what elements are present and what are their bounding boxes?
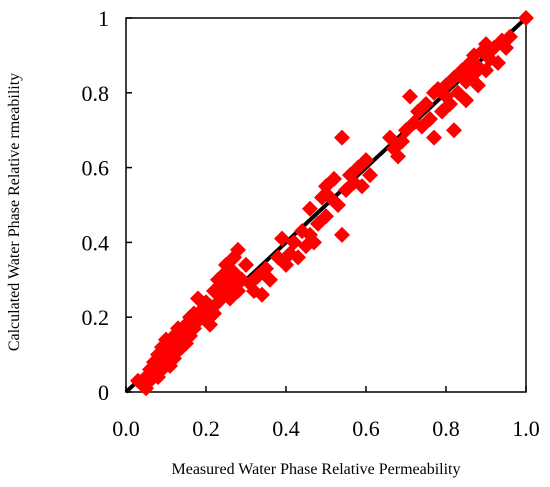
- y-tick-label: 1: [98, 6, 109, 31]
- data-point: [230, 241, 246, 258]
- data-point: [490, 54, 506, 71]
- data-point: [306, 234, 322, 251]
- data-point: [358, 152, 374, 169]
- data-point: [442, 96, 458, 113]
- x-axis-title: Measured Water Phase Relative Permeabili…: [172, 461, 461, 478]
- data-point: [326, 170, 342, 187]
- y-tick-label: 0: [98, 380, 109, 405]
- x-tick-label: 1.0: [512, 416, 540, 441]
- data-point: [354, 178, 370, 195]
- x-tick-label: 0.4: [272, 416, 300, 441]
- data-point: [334, 226, 350, 243]
- data-point: [262, 271, 278, 288]
- y-tick-label: 0.6: [82, 156, 110, 181]
- data-point: [470, 77, 486, 94]
- data-point: [422, 110, 438, 127]
- data-point: [286, 234, 302, 251]
- data-point: [254, 286, 270, 303]
- data-point: [426, 129, 442, 146]
- plot-frame: [125, 17, 527, 393]
- data-point: [330, 197, 346, 213]
- y-tick-label: 0.4: [82, 230, 110, 255]
- data-points: [130, 10, 534, 397]
- data-point: [302, 200, 318, 217]
- x-tick-label: 0.8: [432, 416, 460, 441]
- data-point: [446, 122, 462, 139]
- x-tick-label: 0.0: [112, 416, 140, 441]
- data-point: [402, 88, 418, 105]
- data-point: [318, 208, 334, 225]
- data-point: [274, 230, 290, 247]
- data-point: [502, 28, 518, 45]
- data-point: [290, 249, 306, 266]
- x-tick-label: 0.2: [192, 416, 220, 441]
- y-tick-label: 0.2: [82, 305, 110, 330]
- y-tick-label: 0.8: [82, 81, 110, 106]
- x-tick-label: 0.6: [352, 416, 380, 441]
- plot-area: [124, 10, 534, 397]
- data-point: [390, 148, 406, 165]
- tick-labels: 0.0 0.2 0.4 0.6 0.8 1.0 0 0.2 0.4 0.6 0.8 1: [82, 6, 540, 441]
- data-point: [238, 256, 254, 273]
- data-point: [418, 96, 434, 113]
- y-axis-title: Calculated Water Phase Relative rmeabili…: [6, 73, 23, 351]
- data-point: [518, 10, 534, 26]
- data-point: [334, 129, 350, 146]
- data-point: [362, 167, 378, 184]
- data-point: [458, 92, 474, 109]
- axis-ticks: [125, 17, 527, 393]
